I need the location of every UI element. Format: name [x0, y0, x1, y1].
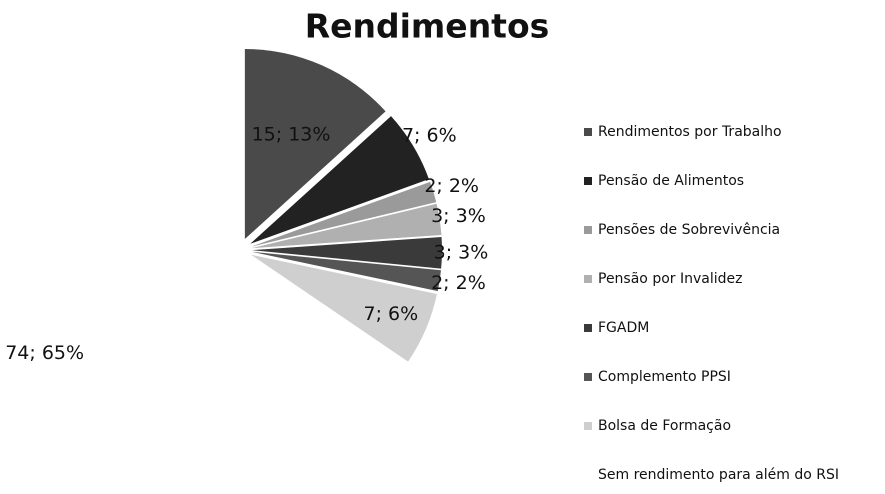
data-label: 7; 6% — [364, 303, 419, 325]
pie-slice — [251, 236, 442, 269]
data-label: 3; 3% — [431, 205, 486, 227]
pie-slice — [244, 49, 386, 240]
chart-title: Rendimentos — [305, 7, 550, 46]
legend-label: Pensão por Invalidez — [598, 271, 742, 287]
pie-slice — [39, 65, 387, 446]
pie-slice — [251, 181, 437, 247]
data-label: 3; 3% — [434, 242, 489, 264]
legend-label: Bolsa de Formação — [598, 418, 731, 434]
data-label: 15; 13% — [252, 123, 331, 145]
data-label: 74; 65% — [5, 342, 84, 364]
pie-slice — [251, 254, 437, 362]
legend-label: Sem rendimento para além do RSI — [598, 467, 839, 483]
data-label: 7; 6% — [402, 124, 457, 146]
legend-label: FGADM — [598, 320, 649, 336]
legend-marker — [584, 275, 592, 283]
legend-marker — [584, 128, 592, 136]
legend-label: Complemento PPSI — [598, 369, 731, 385]
pie-slice — [251, 251, 441, 292]
legend-label: Rendimentos por Trabalho — [598, 124, 782, 140]
legend-marker — [584, 422, 592, 430]
data-label: 2; 2% — [424, 175, 479, 197]
legend-marker — [584, 324, 592, 332]
legend-label: Pensão de Alimentos — [598, 173, 744, 189]
pie-slice — [251, 203, 442, 249]
legend-marker — [584, 373, 592, 381]
legend-marker — [584, 226, 592, 234]
pie-slice — [250, 116, 429, 244]
legend-label: Pensões de Sobrevivência — [598, 222, 780, 238]
data-label: 2; 2% — [431, 272, 486, 294]
legend-marker — [584, 177, 592, 185]
